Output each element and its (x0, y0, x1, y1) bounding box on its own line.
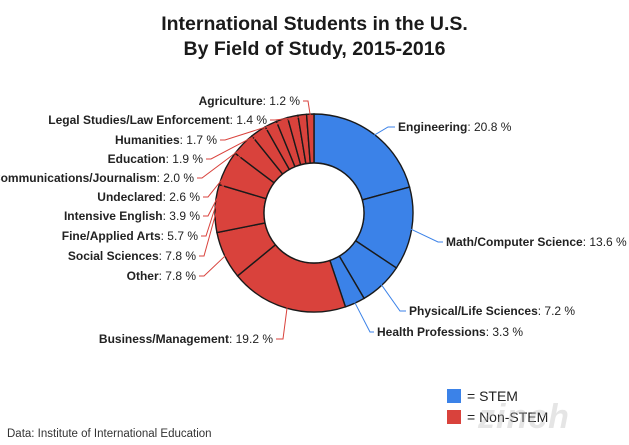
slice-label-education: Education: 1.9 % (108, 152, 204, 166)
slice-label-value: : 1.2 % (263, 94, 301, 108)
slice-labels: Engineering: 20.8 % Math/Computer Science… (0, 94, 627, 346)
chart-title-line-2: By Field of Study, 2015-2016 (183, 38, 446, 60)
leader-line-education (206, 120, 283, 160)
slice-label-agriculture: Agriculture: 1.2 % (199, 94, 301, 108)
slice-label-category: Legal Studies/Law Enforcement (48, 113, 229, 127)
slice-label-value: : 13.6 % (583, 235, 627, 249)
slice-label-category: Intensive English (64, 209, 163, 223)
leader-line-legal-studies-law-enforcement (270, 116, 303, 121)
slice-label-engineering: Engineering: 20.8 % (398, 120, 512, 134)
slice-label-category: Math/Computer Science (446, 235, 583, 249)
leader-line-agriculture (303, 100, 311, 117)
legend-label-stem: = STEM (467, 387, 518, 404)
slice-label-category: Physical/Life Sciences (409, 304, 538, 318)
legend-swatch-non-stem (447, 409, 461, 424)
leader-line-intensive-english (203, 145, 245, 217)
slice-label-value: : 3.3 % (486, 325, 524, 339)
slice-label-category: Agriculture (199, 94, 263, 108)
leader-line-business-management (276, 306, 288, 340)
leader-line-communications-journalism (197, 125, 272, 179)
slice-label-legal-studies-law-enforcement: Legal Studies/Law Enforcement: 1.4 % (48, 113, 267, 127)
leader-line-social-sciences (199, 208, 218, 257)
slice-label-category: Other (127, 269, 159, 283)
slice-label-value: : 3.9 % (163, 209, 201, 223)
leader-line-physical-life-sciences (380, 283, 406, 312)
chart-title: International Students in the U.S. By Fi… (0, 12, 629, 62)
slice-label-value: : 20.8 % (467, 120, 511, 134)
slice-label-category: Social Sciences (68, 249, 159, 263)
slice-label-category: Health Professions (377, 325, 486, 339)
slice-label-value: : 2.6 % (163, 190, 201, 204)
legend: = STEM = Non-STEM (447, 385, 548, 427)
legend-item-stem: = STEM (447, 385, 548, 406)
slice-label-category: Humanities (115, 133, 180, 147)
slice-label-category: Business/Management (99, 332, 229, 346)
donut-hole (263, 162, 365, 264)
source-note: Data: Institute of International Educati… (7, 428, 212, 440)
slice-label-math-computer-science: Math/Computer Science: 13.6 % (446, 235, 627, 249)
leader-line-health-professions (353, 301, 374, 333)
slice-label-value: : 1.7 % (180, 133, 218, 147)
slice-label-value: : 7.8 % (159, 249, 197, 263)
slice-label-category: Fine/Applied Arts (62, 229, 161, 243)
slice-label-intensive-english: Intensive English: 3.9 % (64, 209, 200, 223)
leader-lines (197, 100, 443, 340)
chart-title-line-1: International Students in the U.S. (161, 13, 468, 35)
slice-label-health-professions: Health Professions: 3.3 % (377, 325, 523, 339)
slice-label-value: : 5.7 % (161, 229, 199, 243)
slice-label-fine-applied-arts: Fine/Applied Arts: 5.7 % (62, 229, 199, 243)
leader-line-undeclared (203, 132, 260, 198)
slice-label-category: Communications/Journalism (0, 171, 157, 185)
slice-label-undeclared: Undeclared: 2.6 % (97, 190, 200, 204)
legend-item-non-stem: = Non-STEM (447, 406, 548, 427)
slice-label-category: Undeclared (97, 190, 162, 204)
leader-line-math-computer-science (409, 228, 443, 243)
slice-label-value: : 2.0 % (157, 171, 195, 185)
slice-label-category: Education (108, 152, 166, 166)
leader-line-humanities (220, 117, 294, 141)
slice-label-humanities: Humanities: 1.7 % (115, 133, 217, 147)
slice-label-physical-life-sciences: Physical/Life Sciences: 7.2 % (409, 304, 575, 318)
slice-label-category: Engineering (398, 120, 467, 134)
slice-label-value: : 1.9 % (166, 152, 204, 166)
slice-label-communications-journalism: Communications/Journalism: 2.0 % (0, 171, 194, 185)
legend-label-non-stem: = Non-STEM (467, 408, 549, 425)
slice-label-other: Other: 7.8 % (127, 269, 197, 283)
slice-label-business-management: Business/Management: 19.2 % (99, 332, 273, 346)
leader-line-engineering (372, 126, 395, 137)
leader-line-other (199, 254, 227, 277)
slice-label-value: : 7.8 % (159, 269, 197, 283)
slice-label-value: : 1.4 % (230, 113, 268, 127)
slice-label-value: : 7.2 % (538, 304, 576, 318)
legend-swatch-stem (447, 388, 461, 403)
slice-label-social-sciences: Social Sciences: 7.8 % (68, 249, 196, 263)
slice-label-value: : 19.2 % (229, 332, 273, 346)
watermark-logo: zinch (478, 398, 570, 436)
